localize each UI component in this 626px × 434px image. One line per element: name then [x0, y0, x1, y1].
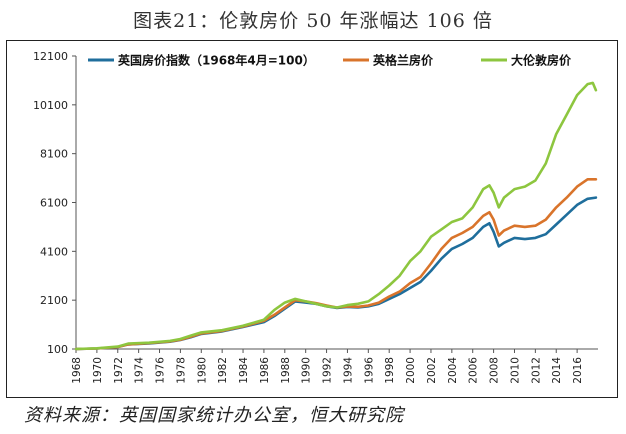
y-tick-label: 100 — [47, 343, 68, 356]
x-tick-label: 2014 — [551, 357, 563, 384]
x-tick-label: 1976 — [155, 357, 167, 384]
x-tick-label: 1990 — [301, 357, 313, 384]
chart-frame — [6, 40, 618, 398]
x-tick-label: 1970 — [92, 357, 104, 384]
line-chart: 100 2100 4100 6100 8100 10100 12100 1968 1970 197… — [33, 50, 598, 384]
x-tick-label: 2016 — [572, 357, 584, 384]
y-tick-label: 10100 — [33, 99, 68, 112]
x-tick-label: 2004 — [447, 357, 459, 384]
x-tick-label: 1968 — [71, 357, 83, 384]
x-tick-label: 2008 — [489, 357, 501, 384]
x-tick-label: 1980 — [196, 357, 208, 384]
series-line-3 — [74, 81, 598, 351]
y-tick-label: 12100 — [33, 50, 68, 63]
legend-label-3: 大伦敦房价 — [511, 53, 572, 68]
x-tick-label: 1982 — [217, 357, 229, 384]
x-tick-label: 1994 — [342, 357, 354, 384]
x-tick-label: 1974 — [134, 357, 146, 384]
y-tick-label: 4100 — [40, 245, 68, 258]
x-tick-label: 1986 — [259, 357, 271, 384]
y-tick-label: 2100 — [40, 294, 68, 307]
x-tick-label: 1996 — [363, 357, 375, 384]
x-tick-label: 2010 — [509, 357, 521, 384]
y-tick-label: 8100 — [40, 148, 68, 161]
x-tick-label: 2006 — [468, 357, 480, 384]
x-tick-label: 1978 — [175, 357, 187, 384]
legend-label-2: 英格兰房价 — [373, 53, 434, 68]
x-tick-label: 2012 — [530, 357, 542, 384]
x-tick-label: 2000 — [405, 357, 417, 384]
x-tick-label: 2002 — [426, 357, 438, 384]
x-tick-label: 1988 — [280, 357, 292, 384]
chart-title: 图表21：伦敦房价 50 年涨幅达 106 倍 — [133, 10, 493, 32]
legend-label-1: 英国房价指数（1968年4月=100） — [118, 53, 315, 68]
x-tick-label: 1984 — [238, 357, 250, 384]
x-tick-label: 1998 — [384, 357, 396, 384]
y-tick-label: 6100 — [40, 197, 68, 210]
x-tick-label: 1992 — [322, 357, 334, 384]
source-note: 资料来源：英国国家统计办公室，恒大研究院 — [24, 405, 404, 426]
x-tick-label: 1972 — [113, 357, 125, 384]
series-line-1 — [74, 196, 598, 351]
series-line-2 — [74, 178, 598, 351]
